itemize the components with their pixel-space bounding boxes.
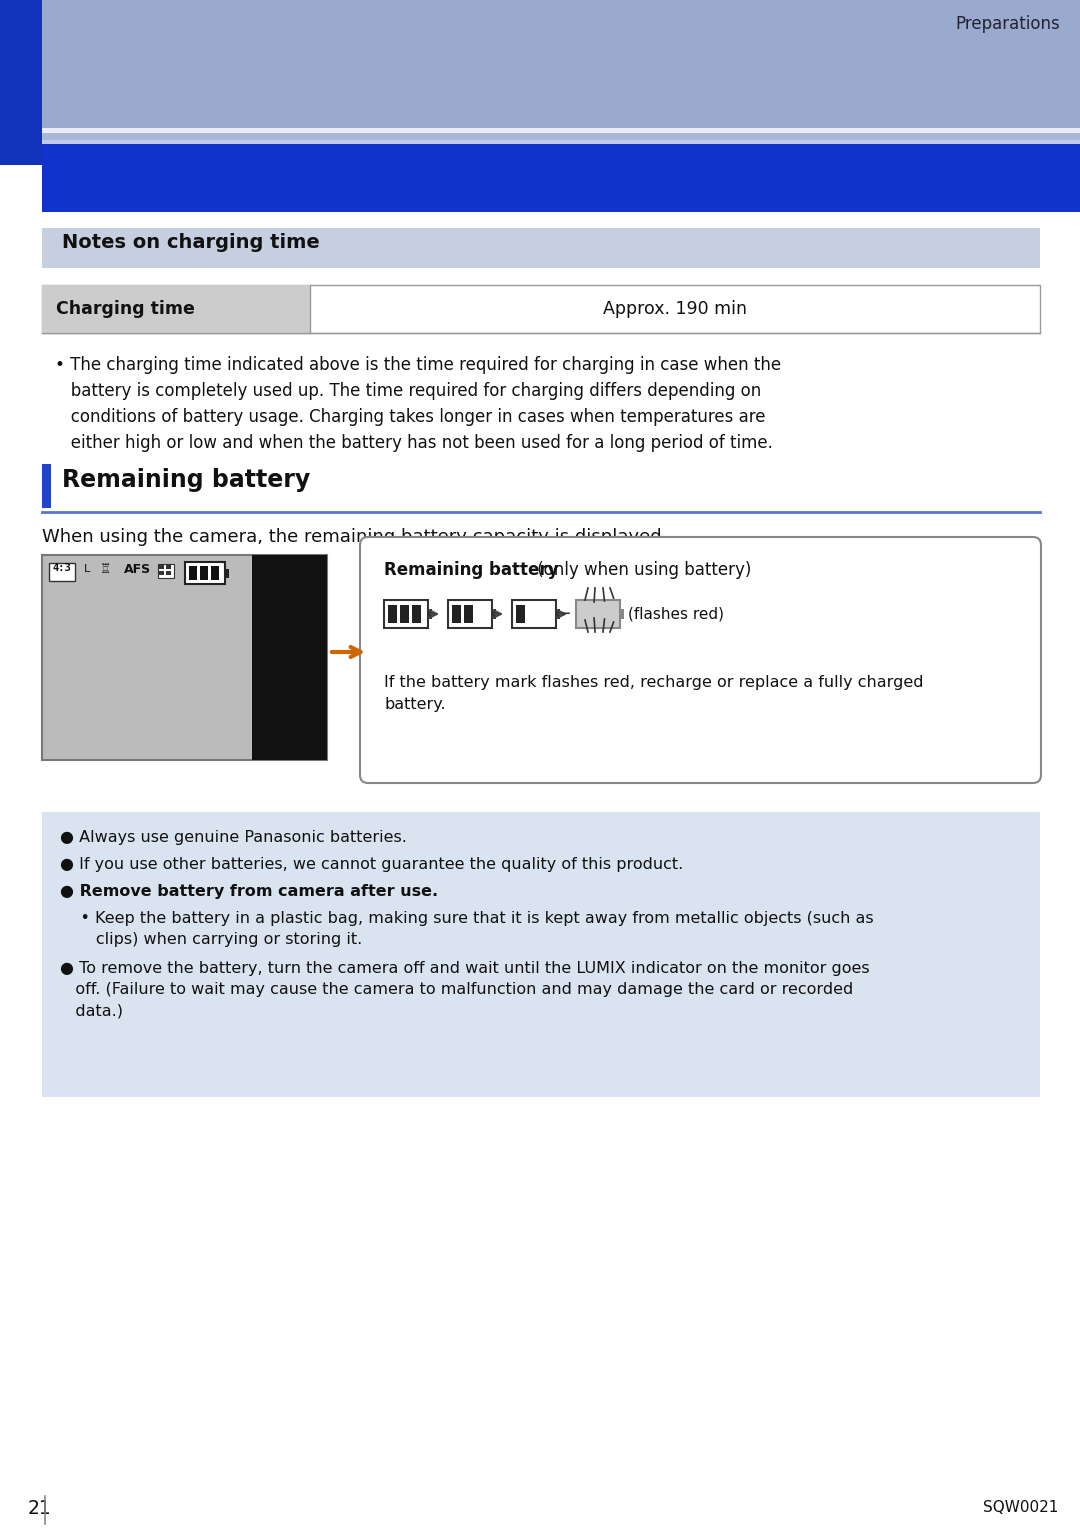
- FancyBboxPatch shape: [189, 566, 197, 580]
- Text: When using the camera, the remaining battery capacity is displayed.: When using the camera, the remaining bat…: [42, 528, 667, 546]
- Text: –: –: [562, 605, 571, 623]
- FancyBboxPatch shape: [464, 605, 473, 623]
- Text: Remaining battery: Remaining battery: [384, 560, 558, 579]
- FancyBboxPatch shape: [492, 609, 496, 619]
- FancyBboxPatch shape: [42, 134, 1080, 141]
- FancyBboxPatch shape: [42, 144, 1080, 212]
- Text: Preparations: Preparations: [955, 15, 1059, 32]
- FancyBboxPatch shape: [604, 605, 613, 623]
- FancyBboxPatch shape: [225, 569, 229, 579]
- Text: ● To remove the battery, turn the camera off and wait until the LUMIX indicator : ● To remove the battery, turn the camera…: [60, 961, 869, 1018]
- Text: Notes on charging time: Notes on charging time: [62, 233, 320, 252]
- FancyBboxPatch shape: [42, 464, 51, 508]
- FancyBboxPatch shape: [0, 0, 42, 164]
- FancyBboxPatch shape: [42, 127, 1080, 134]
- FancyBboxPatch shape: [384, 600, 428, 628]
- Text: conditions of battery usage. Charging takes longer in cases when temperatures ar: conditions of battery usage. Charging ta…: [55, 408, 766, 427]
- Text: either high or low and when the battery has not been used for a long period of t: either high or low and when the battery …: [55, 434, 773, 451]
- FancyBboxPatch shape: [158, 563, 174, 579]
- Text: ● If you use other batteries, we cannot guarantee the quality of this product.: ● If you use other batteries, we cannot …: [60, 857, 684, 872]
- FancyBboxPatch shape: [42, 812, 1040, 1098]
- Text: battery is completely used up. The time required for charging differs depending : battery is completely used up. The time …: [55, 382, 761, 401]
- FancyBboxPatch shape: [49, 563, 75, 582]
- FancyBboxPatch shape: [252, 556, 327, 760]
- FancyBboxPatch shape: [453, 605, 461, 623]
- FancyBboxPatch shape: [411, 605, 421, 623]
- Text: (flashes red): (flashes red): [627, 606, 724, 622]
- Text: ● Remove battery from camera after use.: ● Remove battery from camera after use.: [60, 884, 438, 900]
- Text: ● Always use genuine Panasonic batteries.: ● Always use genuine Panasonic batteries…: [60, 830, 407, 844]
- FancyBboxPatch shape: [400, 605, 409, 623]
- Text: SQW0021: SQW0021: [983, 1501, 1058, 1515]
- FancyBboxPatch shape: [540, 605, 549, 623]
- Text: 21: 21: [28, 1498, 52, 1518]
- Text: Charging time: Charging time: [56, 299, 194, 318]
- FancyBboxPatch shape: [185, 562, 225, 583]
- FancyBboxPatch shape: [42, 0, 1080, 130]
- Text: L: L: [84, 563, 91, 574]
- FancyBboxPatch shape: [166, 565, 171, 569]
- Text: Approx. 190 min: Approx. 190 min: [603, 299, 747, 318]
- FancyBboxPatch shape: [388, 605, 397, 623]
- FancyBboxPatch shape: [200, 566, 208, 580]
- FancyBboxPatch shape: [166, 571, 171, 576]
- FancyBboxPatch shape: [42, 229, 1040, 269]
- FancyBboxPatch shape: [528, 605, 537, 623]
- Text: If the battery mark flashes red, recharge or replace a fully charged
battery.: If the battery mark flashes red, recharg…: [384, 675, 923, 712]
- FancyBboxPatch shape: [360, 537, 1041, 783]
- FancyBboxPatch shape: [42, 556, 327, 760]
- FancyBboxPatch shape: [42, 286, 310, 333]
- Text: (only when using battery): (only when using battery): [532, 560, 752, 579]
- FancyBboxPatch shape: [428, 609, 432, 619]
- FancyBboxPatch shape: [512, 600, 556, 628]
- Text: • Keep the battery in a plastic bag, making sure that it is kept away from metal: • Keep the battery in a plastic bag, mak…: [60, 910, 874, 947]
- Text: ♖: ♖: [100, 563, 111, 576]
- FancyBboxPatch shape: [592, 605, 600, 623]
- FancyBboxPatch shape: [556, 609, 561, 619]
- FancyBboxPatch shape: [576, 600, 620, 628]
- FancyBboxPatch shape: [211, 566, 219, 580]
- FancyBboxPatch shape: [476, 605, 485, 623]
- Text: • The charging time indicated above is the time required for charging in case wh: • The charging time indicated above is t…: [55, 356, 781, 375]
- Text: Remaining battery: Remaining battery: [62, 468, 310, 493]
- FancyBboxPatch shape: [620, 609, 624, 619]
- Text: 4:3: 4:3: [53, 563, 71, 573]
- FancyBboxPatch shape: [159, 571, 164, 576]
- FancyBboxPatch shape: [42, 286, 1040, 333]
- Text: AFS: AFS: [124, 563, 151, 576]
- FancyBboxPatch shape: [580, 605, 589, 623]
- FancyBboxPatch shape: [42, 140, 1080, 144]
- FancyBboxPatch shape: [516, 605, 525, 623]
- FancyBboxPatch shape: [159, 565, 164, 569]
- FancyBboxPatch shape: [448, 600, 492, 628]
